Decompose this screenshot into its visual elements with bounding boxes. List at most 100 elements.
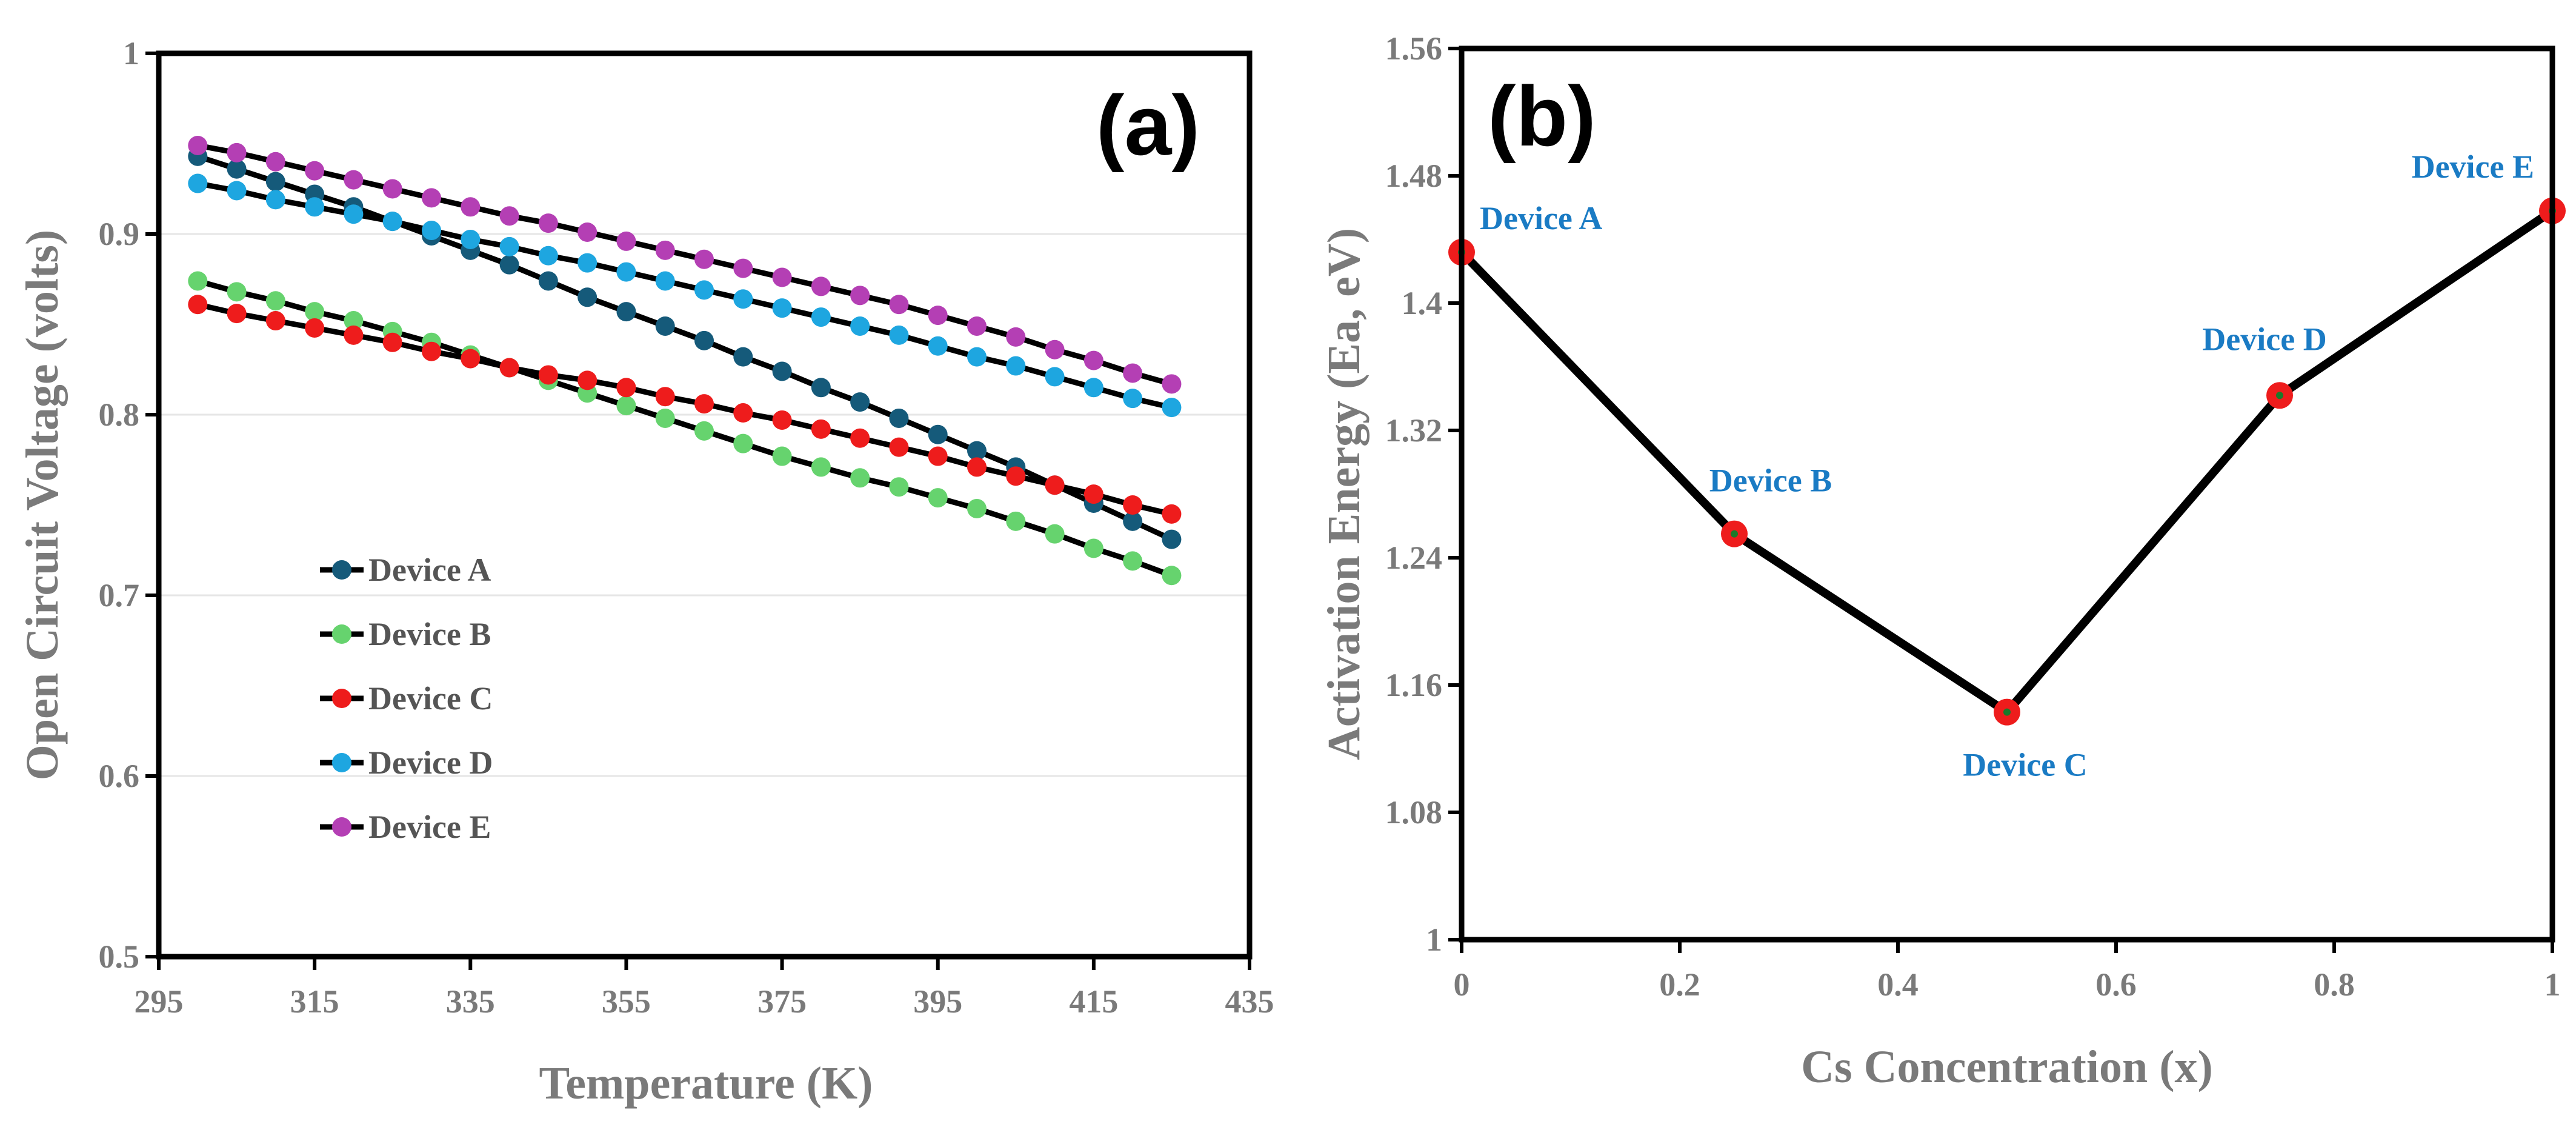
chart-a-data-point	[1045, 524, 1065, 544]
chart-b-series	[1448, 197, 2566, 726]
chart-b-y-tick-label: 1.48	[1385, 158, 1443, 194]
chart-a-legend: Device A Device B Device C Device D Device E	[320, 552, 493, 845]
chart-a-legend-marker	[332, 689, 351, 708]
chart-a-data-point	[1162, 529, 1182, 549]
chart-a-data-point	[1123, 551, 1143, 571]
chart-a-legend-label: Device E	[368, 809, 491, 845]
chart-b-point-label: Device D	[2202, 321, 2326, 357]
chart-a-legend-label: Device B	[368, 616, 491, 652]
chart-a-data-point	[1162, 374, 1182, 394]
chart-a-data-point	[577, 222, 597, 242]
chart-a-data-point	[227, 181, 247, 201]
chart-a-data-point	[265, 172, 285, 192]
chart-a-data-point	[227, 142, 247, 162]
chart-a-data-point	[616, 262, 636, 282]
chart-a-data-point	[694, 249, 714, 269]
chart-a-data-point	[188, 173, 208, 193]
chart-a-data-point	[772, 361, 792, 381]
chart-a-y-tick-label: 0.8	[99, 396, 140, 433]
chart-a-data-point	[499, 236, 519, 256]
chart-a-legend-marker	[332, 624, 351, 644]
chart-b-point-label: Device A	[1480, 200, 1602, 236]
chart-a-data-point	[772, 410, 792, 430]
chart-b-data-point-center	[2276, 392, 2283, 400]
chart-a-data-point	[655, 316, 675, 336]
chart-a-data-point	[1045, 367, 1065, 387]
chart-a-data-point	[811, 307, 831, 327]
chart-b-point-label: Device C	[1963, 747, 2087, 783]
chart-a-data-point	[265, 152, 285, 172]
chart-a-data-point	[265, 190, 285, 210]
chart-a-data-point	[188, 295, 208, 315]
chart-a-data-point	[967, 441, 987, 461]
chart-a-data-point	[538, 271, 558, 291]
chart-a-legend-label: Device C	[368, 680, 493, 717]
chart-a-data-point	[1162, 398, 1182, 418]
chart-a-data-point	[1006, 356, 1026, 376]
chart-a-data-point	[889, 295, 909, 315]
chart-a-data-point	[1045, 339, 1065, 360]
chart-b-point-label: Device B	[1709, 463, 1832, 499]
chart-a-data-point	[461, 349, 481, 369]
chart-a-data-point	[772, 298, 792, 318]
chart-b-y-tick-label: 1.56	[1385, 30, 1443, 67]
chart-b-data-point-center	[1731, 530, 1738, 538]
chart-a-data-point	[733, 403, 753, 423]
chart-a-data-point	[461, 229, 481, 249]
chart-a-data-point	[188, 135, 208, 155]
chart-a-series	[188, 135, 1182, 586]
chart-a-data-point	[305, 318, 325, 338]
chart-a-data-point	[694, 394, 714, 414]
chart-b-x-tick-label: 0.4	[1877, 966, 1919, 1003]
chart-a-y-tick-label: 0.9	[99, 216, 140, 252]
chart-a-data-point	[967, 457, 987, 477]
chart-a-data-point	[694, 280, 714, 300]
chart-a-data-point	[733, 289, 753, 309]
chart-b-data-point-center	[2003, 708, 2011, 716]
chart-b-x-tick-label: 0	[1454, 966, 1470, 1003]
chart-a-data-point	[538, 365, 558, 385]
chart-a-y-tick-label: 0.6	[99, 758, 140, 794]
chart-b-y-axis-label: Activation Energy (Ea, eV)	[1319, 228, 1370, 760]
chart-b-panel-label: (b)	[1488, 69, 1596, 164]
chart-a-data-point	[889, 325, 909, 345]
chart-a-data-point	[616, 302, 636, 322]
chart-a-x-tick-label: 395	[913, 983, 962, 1020]
chart-a-data-point	[1006, 511, 1026, 531]
chart-a-data-point	[1123, 511, 1143, 531]
chart-b-y-tick-label: 1.24	[1385, 540, 1443, 576]
chart-a-y-tick-label: 1	[123, 35, 139, 72]
chart-a-panel-label: (a)	[1096, 78, 1200, 173]
chart-a-data-point	[305, 161, 325, 181]
chart-a-gridlines	[159, 233, 1250, 777]
chart-b-y-tick-label: 1.32	[1385, 412, 1443, 449]
chart-a-data-point	[616, 378, 636, 398]
chart-a-data-point	[928, 306, 948, 326]
chart-a-data-point	[655, 408, 675, 428]
chart-a-data-point	[1006, 327, 1026, 347]
chart-a-data-point	[616, 396, 636, 416]
chart-a-y-tick-label: 0.5	[99, 938, 140, 975]
chart-a-data-point	[850, 468, 870, 488]
chart-a-data-point	[227, 304, 247, 324]
chart-a-x-tick-label: 375	[757, 983, 807, 1020]
chart-a-data-point	[928, 424, 948, 444]
chart-a-data-point	[889, 408, 909, 428]
chart-a-x-axis-label: Temperature (K)	[539, 1058, 873, 1109]
chart-b: 1 1.08 1.16 1.24 1.32 1.4 1.48 1.56 0 0.2 0.4 0.6 0.…	[1319, 30, 2566, 1092]
chart-b-ticks: 1 1.08 1.16 1.24 1.32 1.4 1.48 1.56 0 0.2 0.4 0.6 0.…	[1385, 30, 2561, 1003]
chart-a-data-point	[811, 457, 831, 477]
chart-a-legend-marker	[332, 817, 351, 837]
chart-a-data-point	[967, 316, 987, 336]
chart-a-data-point	[1162, 504, 1182, 524]
chart-a-data-point	[850, 428, 870, 448]
chart-a-data-point	[577, 370, 597, 390]
chart-a-ticks: 0.5 0.6 0.7 0.8 0.9 1 295 315 335 355 375 395 415 435	[99, 35, 1274, 1020]
chart-a-data-point	[344, 204, 364, 224]
chart-a-legend-marker	[332, 753, 351, 772]
chart-a-data-point	[928, 336, 948, 356]
chart-a-data-point	[382, 332, 402, 352]
chart-b-x-tick-label: 0.2	[1659, 966, 1700, 1003]
chart-a-data-point	[1083, 378, 1103, 398]
chart-a-data-point	[227, 282, 247, 302]
